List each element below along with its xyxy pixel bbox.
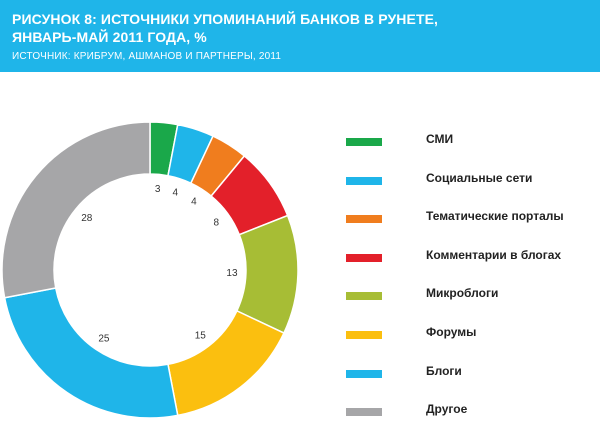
legend-swatch — [346, 138, 382, 146]
chart-title-line-1: РИСУНОК 8: ИСТОЧНИКИ УПОМИНАНИЙ БАНКОВ В… — [12, 11, 439, 27]
slice-value-label-4: 8 — [214, 217, 220, 228]
donut-chart: 3 4 4 8 13 15 25 28 — [1, 121, 299, 419]
legend-item-3: Тематические порталы — [346, 204, 596, 243]
legend-label: Микроблоги — [426, 286, 499, 301]
donut-slice-8 — [1, 121, 151, 299]
slice-value-label-7: 25 — [98, 333, 110, 344]
legend-label: Тематические порталы — [426, 209, 564, 224]
legend-item-6: Форумы — [346, 320, 596, 359]
legend-label: Форумы — [426, 324, 477, 339]
chart-legend: СМИ Социальные сети Тематические порталы Ко… — [346, 127, 596, 436]
donut-slice-7 — [3, 287, 179, 419]
legend-swatch — [346, 330, 382, 339]
legend-swatch — [346, 176, 382, 185]
legend-swatch — [346, 408, 382, 417]
slice-value-label-5: 13 — [226, 268, 238, 279]
legend-item-4: Комментарии в блогах — [346, 243, 596, 282]
legend-swatch — [346, 215, 382, 224]
legend-label: Блоги — [426, 363, 462, 378]
legend-label: Другое — [426, 402, 468, 417]
legend-label: СМИ — [426, 132, 454, 146]
legend-swatch — [346, 369, 382, 378]
slice-value-label-6: 15 — [195, 330, 207, 341]
legend-item-5: Микроблоги — [346, 281, 596, 320]
chart-title-line-2: ЯНВАРЬ-МАЙ 2011 ГОДА, % — [12, 29, 207, 45]
slice-value-label-1: 3 — [155, 184, 161, 195]
slice-value-label-8: 28 — [81, 213, 93, 224]
legend-swatch — [346, 253, 382, 262]
legend-label: Комментарии в блогах — [426, 247, 562, 262]
legend-item-8: Другое — [346, 397, 596, 436]
slice-value-label-2: 4 — [173, 188, 179, 199]
slice-value-label-3: 4 — [191, 196, 197, 207]
legend-swatch — [346, 292, 382, 301]
chart-header: РИСУНОК 8: ИСТОЧНИКИ УПОМИНАНИЙ БАНКОВ В… — [0, 0, 600, 72]
chart-source: ИСТОЧНИК: КРИБРУМ, АШМАНОВ И ПАРТНЕРЫ, 2… — [12, 51, 282, 62]
donut-slice-6 — [167, 309, 285, 417]
legend-item-1: СМИ — [346, 127, 596, 166]
legend-label: Социальные сети — [426, 170, 533, 185]
legend-item-7: Блоги — [346, 359, 596, 398]
legend-item-2: Социальные сети — [346, 166, 596, 205]
